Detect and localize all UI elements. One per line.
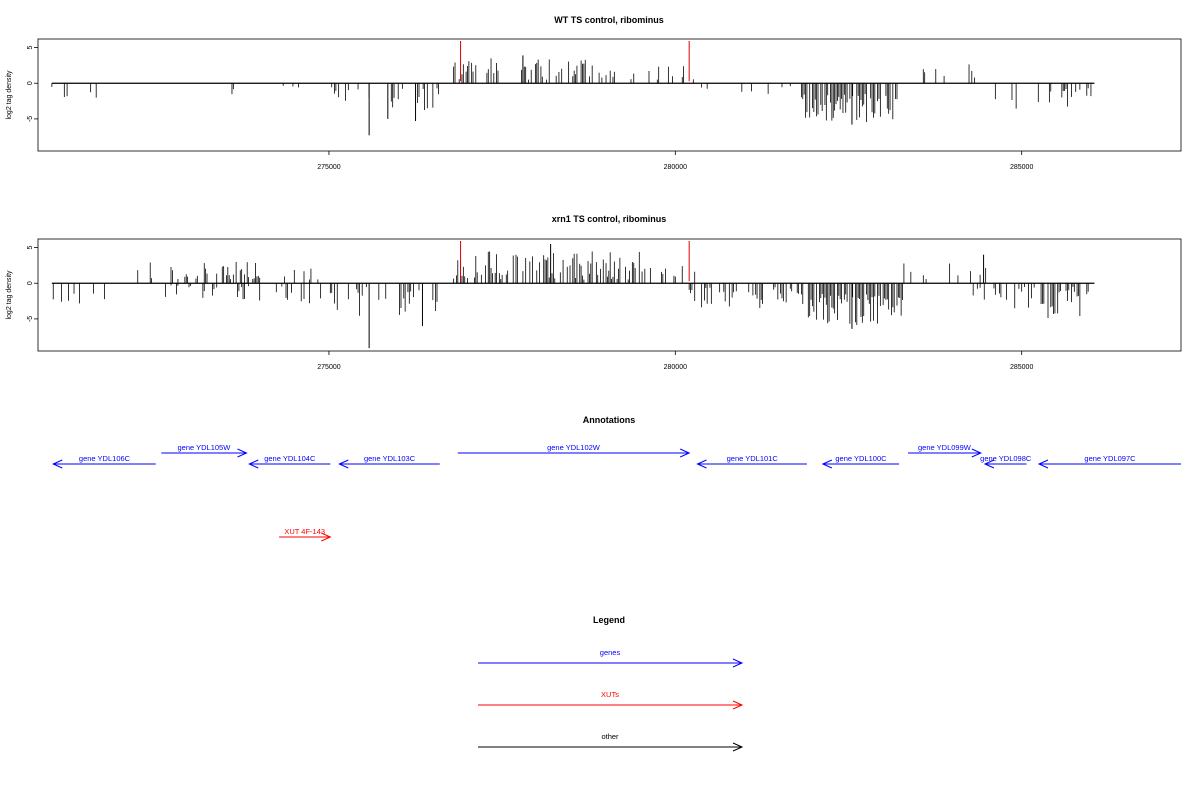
annotation-feature: gene YDL101C <box>696 454 807 469</box>
feature-label: gene YDL103C <box>364 454 416 463</box>
feature-label: gene YDL101C <box>727 454 779 463</box>
annotation-feature: gene YDL102W <box>457 443 691 458</box>
annotation-feature: gene YDL098C <box>980 454 1032 469</box>
x-tick-label: 275000 <box>317 364 340 371</box>
wt-plot-frame <box>37 38 1182 152</box>
annotation-feature: gene YDL099W <box>908 443 983 458</box>
feature-label: gene YDL106C <box>79 454 131 463</box>
legend-label: other <box>601 732 619 741</box>
feature-label: gene YDL098C <box>980 454 1032 463</box>
annotations-title: Annotations <box>583 415 636 425</box>
legend-entry: XUTs <box>478 690 744 710</box>
y-tick-label: -5 <box>27 316 34 322</box>
wt-y-axis-label: log2 tag density <box>6 70 13 120</box>
legend-entry: other <box>478 732 744 752</box>
x-tick-label: 275000 <box>317 164 340 171</box>
y-tick-label: 0 <box>27 81 34 85</box>
legend-label: genes <box>600 648 621 657</box>
legend-panel: Legend genes XUTs other <box>478 615 744 752</box>
feature-arrowhead <box>52 459 63 469</box>
annotation-feature: gene YDL097C <box>1037 454 1181 469</box>
feature-arrowhead <box>821 459 833 469</box>
feature-label: XUT 4F-143 <box>284 527 325 536</box>
y-tick-label: 5 <box>27 46 34 50</box>
legend-arrowhead <box>732 742 744 752</box>
feature-arrowhead <box>696 459 707 469</box>
annotation-features: gene YDL106C gene YDL105W gene YDL104C gene… <box>52 443 1181 542</box>
xrn1-axes: 5 0 -5 275000 280000 285000 <box>27 246 1033 371</box>
feature-arrowhead <box>248 459 259 469</box>
xrn1-bars <box>51 241 1095 349</box>
legend-arrowhead <box>732 658 744 668</box>
feature-label: gene YDL099W <box>918 443 972 452</box>
annotation-feature: gene YDL103C <box>338 454 440 469</box>
x-tick-label: 280000 <box>664 364 687 371</box>
legend-title: Legend <box>593 615 625 625</box>
wt-axes: 5 0 -5 275000 280000 285000 <box>27 46 1033 171</box>
y-tick-label: -5 <box>27 116 34 122</box>
feature-arrowhead <box>1037 459 1049 469</box>
feature-label: gene YDL100C <box>835 454 887 463</box>
feature-label: gene YDL102W <box>547 443 601 452</box>
legend-label: XUTs <box>601 690 619 699</box>
x-tick-label: 285000 <box>1010 364 1033 371</box>
feature-arrowhead <box>971 448 983 458</box>
wt-panel-title: WT TS control, ribominus <box>554 15 664 25</box>
feature-label: gene YDL105W <box>177 443 231 452</box>
annotation-feature: XUT 4F-143 <box>279 527 332 542</box>
legend-entries: genes XUTs other <box>478 648 744 752</box>
annotation-feature: gene YDL104C <box>248 454 331 469</box>
xrn1-y-axis-label: log2 tag density <box>6 270 13 320</box>
feature-arrowhead <box>321 532 332 542</box>
legend-arrowhead <box>732 700 744 710</box>
xrn1-panel-title: xrn1 TS control, ribominus <box>552 214 667 224</box>
feature-arrowhead <box>679 448 691 458</box>
wt-bars <box>51 41 1095 136</box>
y-tick-label: 5 <box>27 246 34 250</box>
y-tick-label: 0 <box>27 281 34 285</box>
xrn1-panel: xrn1 TS control, ribominus log2 tag dens… <box>6 214 1182 371</box>
wt-panel: WT TS control, ribominus log2 tag densit… <box>6 15 1182 171</box>
legend-entry: genes <box>478 648 744 668</box>
annotation-feature: gene YDL105W <box>161 443 248 458</box>
x-tick-label: 280000 <box>664 164 687 171</box>
feature-arrowhead <box>338 459 349 469</box>
xrn1-plot-frame <box>37 238 1182 352</box>
feature-arrowhead <box>983 459 995 469</box>
x-tick-label: 285000 <box>1010 164 1033 171</box>
feature-label: gene YDL097C <box>1084 454 1136 463</box>
feature-label: gene YDL104C <box>264 454 316 463</box>
annotation-feature: gene YDL100C <box>821 454 900 469</box>
annotation-feature: gene YDL106C <box>52 454 156 469</box>
feature-arrowhead <box>237 448 248 458</box>
